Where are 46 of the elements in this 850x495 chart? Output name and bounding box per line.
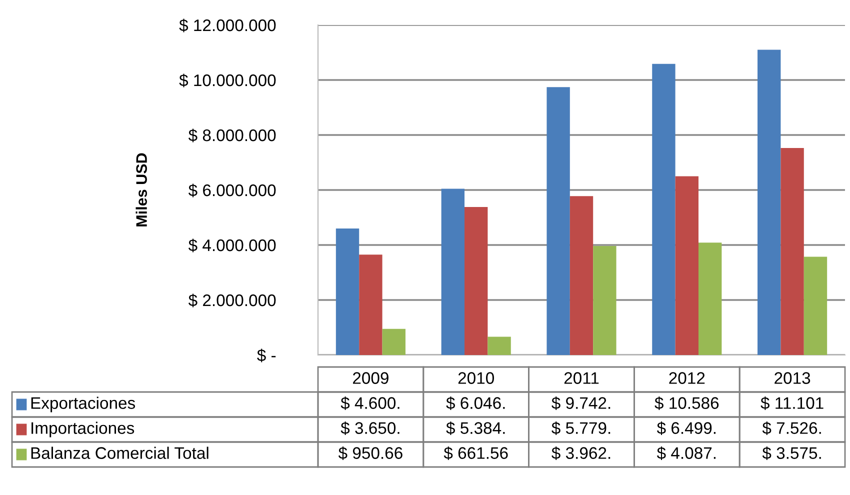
text: $ 9.742. xyxy=(552,396,610,410)
bar xyxy=(570,196,594,355)
x-tick-label: 2012 xyxy=(669,372,705,384)
text: $ 11.101 xyxy=(760,396,824,410)
text: $ 3.650. xyxy=(340,421,400,435)
text: $ 5.384. xyxy=(446,421,505,435)
y-tick-label: $ 12.000.000 xyxy=(179,18,276,32)
bar xyxy=(441,188,465,355)
y-tick-label: $ 4.000.000 xyxy=(188,238,276,252)
text: $ 4.600. xyxy=(340,396,400,410)
x-tick-label: 2010 xyxy=(458,372,494,384)
text: $ 3.962. xyxy=(552,446,610,460)
legend-label: Importaciones xyxy=(32,422,134,438)
text: $ 4.087. xyxy=(656,446,716,460)
x-tick-label: 2009 xyxy=(353,372,388,384)
y-tick-label: $ 2.000.000 xyxy=(188,294,276,308)
text: $ 6.046. xyxy=(446,396,505,410)
bar xyxy=(546,87,570,355)
y-tick-label: $ 10.000.000 xyxy=(179,74,276,88)
text: $ 3.575. xyxy=(762,446,821,460)
bar xyxy=(652,64,676,355)
bar xyxy=(675,176,698,355)
bar xyxy=(488,336,511,355)
bar xyxy=(464,206,488,355)
x-tick-label: 2011 xyxy=(564,372,599,384)
bar xyxy=(758,50,781,355)
bar xyxy=(382,328,406,355)
x-tick-label: 2013 xyxy=(774,372,810,384)
bar xyxy=(593,246,616,355)
text: $ 661.56 xyxy=(444,446,508,460)
y-tick-label: $ 8.000.000 xyxy=(188,128,276,142)
y-axis-title: Miles USD xyxy=(136,153,147,226)
bar xyxy=(698,242,722,355)
text: $ 7.526. xyxy=(762,421,821,435)
bar xyxy=(804,256,828,355)
bar xyxy=(359,254,382,355)
legend-label: Exportaciones xyxy=(31,396,136,412)
text: $ 5.779. xyxy=(552,421,610,435)
bar xyxy=(780,148,804,355)
bar xyxy=(336,228,360,355)
y-tick-label: $ 6.000.000 xyxy=(188,184,276,198)
text: $ 10.586 xyxy=(654,396,719,410)
text: $ 6.499. xyxy=(656,421,716,435)
text: $ 950.66 xyxy=(338,446,402,460)
legend-label: Balanza Comercial Total xyxy=(31,446,208,459)
y-tick-label: $ - xyxy=(257,348,276,362)
